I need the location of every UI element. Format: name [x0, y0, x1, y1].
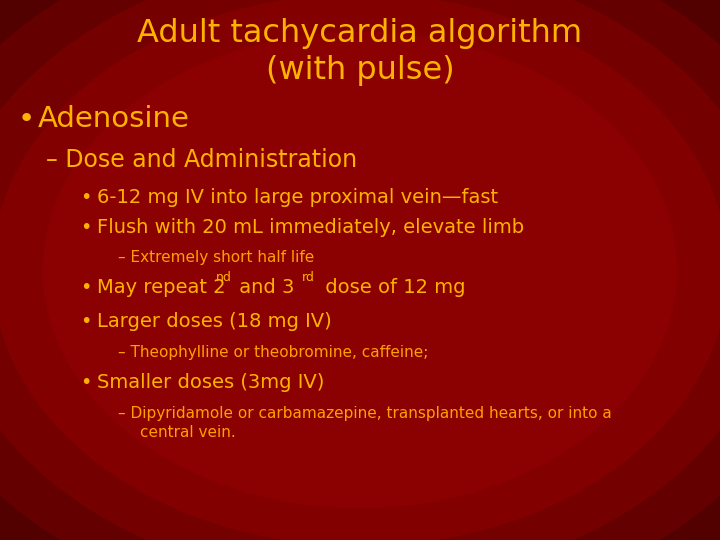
Text: Adenosine: Adenosine	[38, 105, 190, 133]
Text: nd: nd	[216, 271, 232, 284]
Text: Adult tachycardia algorithm: Adult tachycardia algorithm	[138, 18, 582, 49]
Text: rd: rd	[302, 271, 315, 284]
Text: (with pulse): (with pulse)	[266, 55, 454, 86]
Text: •: •	[80, 312, 91, 331]
Text: – Extremely short half life: – Extremely short half life	[118, 250, 314, 265]
Text: Smaller doses (3mg IV): Smaller doses (3mg IV)	[97, 373, 325, 392]
Text: – Theophylline or theobromine, caffeine;: – Theophylline or theobromine, caffeine;	[118, 345, 428, 360]
Text: – Dose and Administration: – Dose and Administration	[46, 148, 357, 172]
Text: •: •	[18, 105, 35, 133]
Text: •: •	[80, 373, 91, 392]
Text: and 3: and 3	[233, 278, 294, 297]
Text: – Dipyridamole or carbamazepine, transplanted hearts, or into a: – Dipyridamole or carbamazepine, transpl…	[118, 406, 612, 421]
Text: dose of 12 mg: dose of 12 mg	[319, 278, 466, 297]
Text: 6-12 mg IV into large proximal vein—fast: 6-12 mg IV into large proximal vein—fast	[97, 188, 498, 207]
Text: •: •	[80, 218, 91, 237]
Text: Flush with 20 mL immediately, elevate limb: Flush with 20 mL immediately, elevate li…	[97, 218, 524, 237]
Text: •: •	[80, 188, 91, 207]
Ellipse shape	[43, 32, 677, 508]
Text: •: •	[80, 278, 91, 297]
Text: central vein.: central vein.	[140, 425, 235, 440]
Text: Larger doses (18 mg IV): Larger doses (18 mg IV)	[97, 312, 332, 331]
Text: May repeat 2: May repeat 2	[97, 278, 225, 297]
